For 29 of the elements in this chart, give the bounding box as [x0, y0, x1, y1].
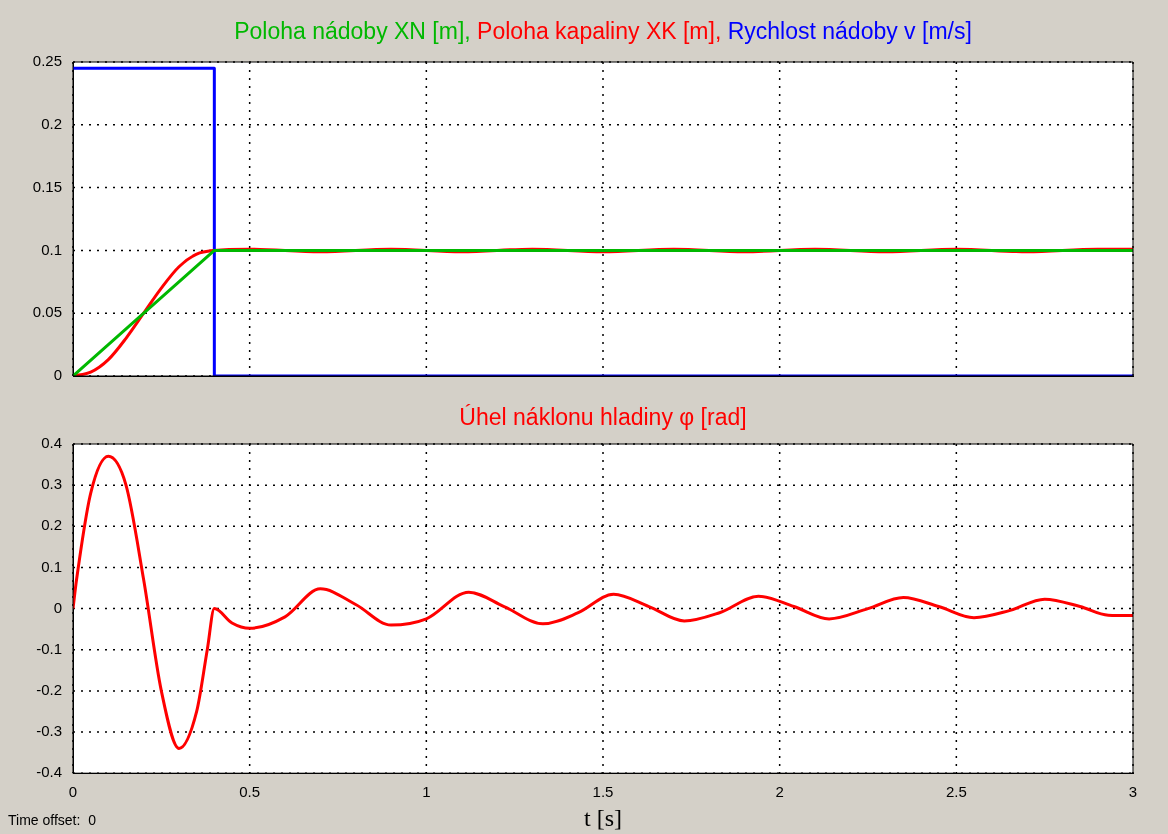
- y-tick-label: 0.15: [32, 177, 62, 195]
- x-tick-label: 3: [1128, 783, 1138, 801]
- y-tick-label: 0.1: [41, 240, 62, 258]
- y-tick-label: 0.05: [32, 303, 62, 321]
- y-tick-label: -0.2: [36, 681, 62, 699]
- x-tick-label: 1: [422, 783, 431, 801]
- y-tick-label: -0.1: [36, 639, 62, 657]
- x-tick-label: 2: [775, 783, 784, 801]
- text: Rychlost nádoby v [m/s]: [727, 18, 972, 44]
- text: Poloha nádoby XN [m],: [234, 18, 472, 44]
- x-tick-label: 1.5: [592, 783, 614, 801]
- y-tick-label: 0.2: [41, 516, 62, 534]
- text: Time offset: 0: [8, 812, 96, 828]
- y-tick-label: 0.25: [32, 52, 62, 70]
- y-tick-label: 0.4: [41, 434, 62, 452]
- y-tick-label: -0.4: [36, 763, 62, 781]
- x-tick-label: 0.5: [239, 783, 261, 801]
- line-series: [73, 454, 1133, 751]
- text: Úhel náklonu hladiny φ [rad]: [459, 404, 747, 430]
- y-tick-label: 0: [53, 598, 62, 616]
- y-tick-label: 0.2: [41, 114, 62, 132]
- x-axis-title: t [s]: [584, 804, 622, 831]
- y-tick-label: 0.3: [41, 475, 62, 493]
- text: Poloha kapaliny XK [m],: [477, 18, 723, 44]
- y-tick-label: 0.1: [41, 557, 62, 575]
- x-tick-label: 2.5: [945, 783, 967, 801]
- x-tick-label: 0: [68, 783, 78, 801]
- y-tick-label: 0: [53, 366, 62, 384]
- y-tick-label: -0.3: [36, 722, 62, 740]
